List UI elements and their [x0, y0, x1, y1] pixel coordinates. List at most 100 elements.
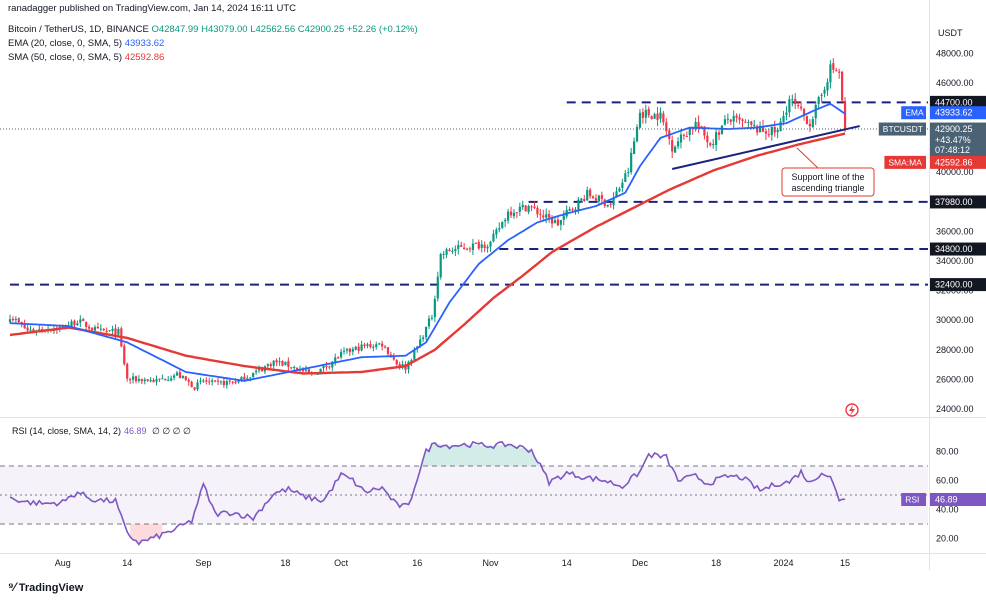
candle-body: [126, 363, 129, 379]
lightning-icon[interactable]: [845, 403, 859, 417]
time-label: 18: [280, 558, 290, 568]
candle-body: [533, 206, 536, 209]
rsi-legend-label: RSI (14, close, SMA, 14, 2): [12, 426, 121, 436]
candle-body: [627, 171, 630, 173]
candle-body: [134, 376, 138, 382]
candle-body: [653, 114, 656, 119]
candle-body: [290, 367, 293, 369]
price-tick-label: 24000.00: [936, 404, 974, 414]
candle-body: [424, 326, 428, 338]
candle-body: [293, 366, 296, 368]
tradingview-logo[interactable]: ⁹⁄ TradingView: [8, 580, 84, 594]
horizontal-levels[interactable]: 44700.00 37980.00 34800.00 32400.00: [10, 95, 986, 292]
candle-body: [709, 143, 712, 146]
rsi-legend-empty: ∅ ∅ ∅ ∅: [152, 426, 191, 436]
candle-body: [26, 327, 29, 331]
candle-body: [606, 204, 609, 207]
candle-body: [682, 134, 685, 136]
candle-body: [73, 320, 76, 326]
price-tick-label: 46000.00: [936, 78, 974, 88]
candle-body: [703, 126, 706, 136]
candle-body: [451, 250, 454, 252]
candle-body: [694, 121, 697, 130]
candle-body: [650, 116, 653, 120]
candle-body: [814, 104, 817, 119]
candle-body: [214, 380, 217, 382]
candle-body: [184, 376, 187, 380]
candle-body: [149, 380, 152, 382]
candle-body: [524, 205, 527, 212]
ema-20-line[interactable]: [9, 102, 846, 382]
candle-body: [747, 122, 750, 124]
sma-legend-label: SMA (50, close, 0, SMA, 5): [8, 52, 123, 63]
candle-body: [137, 379, 141, 381]
candle-body: [76, 323, 79, 326]
symbol-title: Bitcoin / TetherUS, 1D, BINANCE: [8, 24, 149, 35]
candle-body: [556, 219, 560, 226]
candle-body: [744, 121, 747, 123]
candle-body: [381, 343, 384, 347]
axis-tag-value: [930, 122, 986, 157]
axis-tag-value: [930, 106, 986, 120]
sma-legend[interactable]: SMA (50, close, 0, SMA, 5) 42592.86: [8, 52, 164, 63]
candle-body: [395, 360, 398, 365]
candle-body: [275, 360, 278, 363]
candle-body: [797, 105, 800, 107]
candle-body: [105, 330, 108, 332]
candle-body: [96, 326, 99, 329]
axis-tag-extra: +43.47%: [935, 135, 971, 145]
rsi-tick-label: 40.00: [936, 504, 959, 514]
candle-body: [729, 119, 732, 122]
time-label: Dec: [632, 558, 649, 568]
candle-body: [609, 203, 612, 205]
support-annotation[interactable]: Support line of the ascending triangle: [781, 147, 875, 197]
candle-body: [785, 112, 788, 115]
candle-body: [589, 189, 592, 197]
publisher-line: ranadagger published on TradingView.com,…: [8, 3, 297, 14]
candle-body: [659, 112, 662, 119]
candle-body: [586, 190, 589, 201]
candle-body: [29, 329, 32, 331]
candle-body: [199, 380, 202, 382]
candle-body: [808, 123, 811, 127]
candle-body: [152, 379, 155, 383]
candle-body: [477, 242, 480, 249]
candle-body: [559, 219, 562, 225]
candle-body: [597, 195, 601, 202]
sma-50-line[interactable]: [9, 132, 846, 375]
candle-body: [489, 241, 492, 247]
candle-body: [817, 97, 820, 105]
candle-body: [700, 126, 703, 128]
candle-body: [770, 126, 773, 136]
rsi-line[interactable]: [9, 440, 846, 546]
candle-body: [301, 368, 305, 372]
axis-tag-name-text: SMA:MA: [888, 157, 922, 167]
candle-body: [175, 372, 179, 376]
candle-body: [178, 372, 182, 378]
candle-body: [641, 112, 644, 119]
candle-body: [348, 348, 351, 353]
candlestick-series[interactable]: [8, 58, 847, 392]
candle-body: [738, 117, 741, 120]
time-label: 18: [711, 558, 721, 568]
candle-body: [483, 244, 486, 248]
candle-body: [773, 127, 776, 133]
candle-body: [117, 328, 120, 335]
candle-body: [835, 70, 838, 72]
candle-body: [498, 228, 501, 230]
candle-body: [612, 197, 615, 206]
ascending-triangle-support-line[interactable]: [671, 125, 860, 171]
candle-body: [342, 350, 346, 352]
ema-legend[interactable]: EMA (20, close, 0, SMA, 5) 43933.62: [8, 38, 164, 49]
candle-body: [99, 328, 102, 330]
candle-body: [802, 108, 806, 117]
candle-body: [272, 360, 275, 366]
ema-legend-value: 43933.62: [124, 38, 165, 49]
level-tag-label: 44700.00: [935, 97, 973, 107]
time-label: 14: [122, 558, 132, 568]
candle-body: [577, 199, 580, 211]
candle-body: [11, 318, 15, 321]
candle-body: [339, 351, 343, 358]
price-axis-tags: 43933.62 EMA 42900.25 BTCUSDT +43.47%07:48:1…: [878, 106, 986, 507]
